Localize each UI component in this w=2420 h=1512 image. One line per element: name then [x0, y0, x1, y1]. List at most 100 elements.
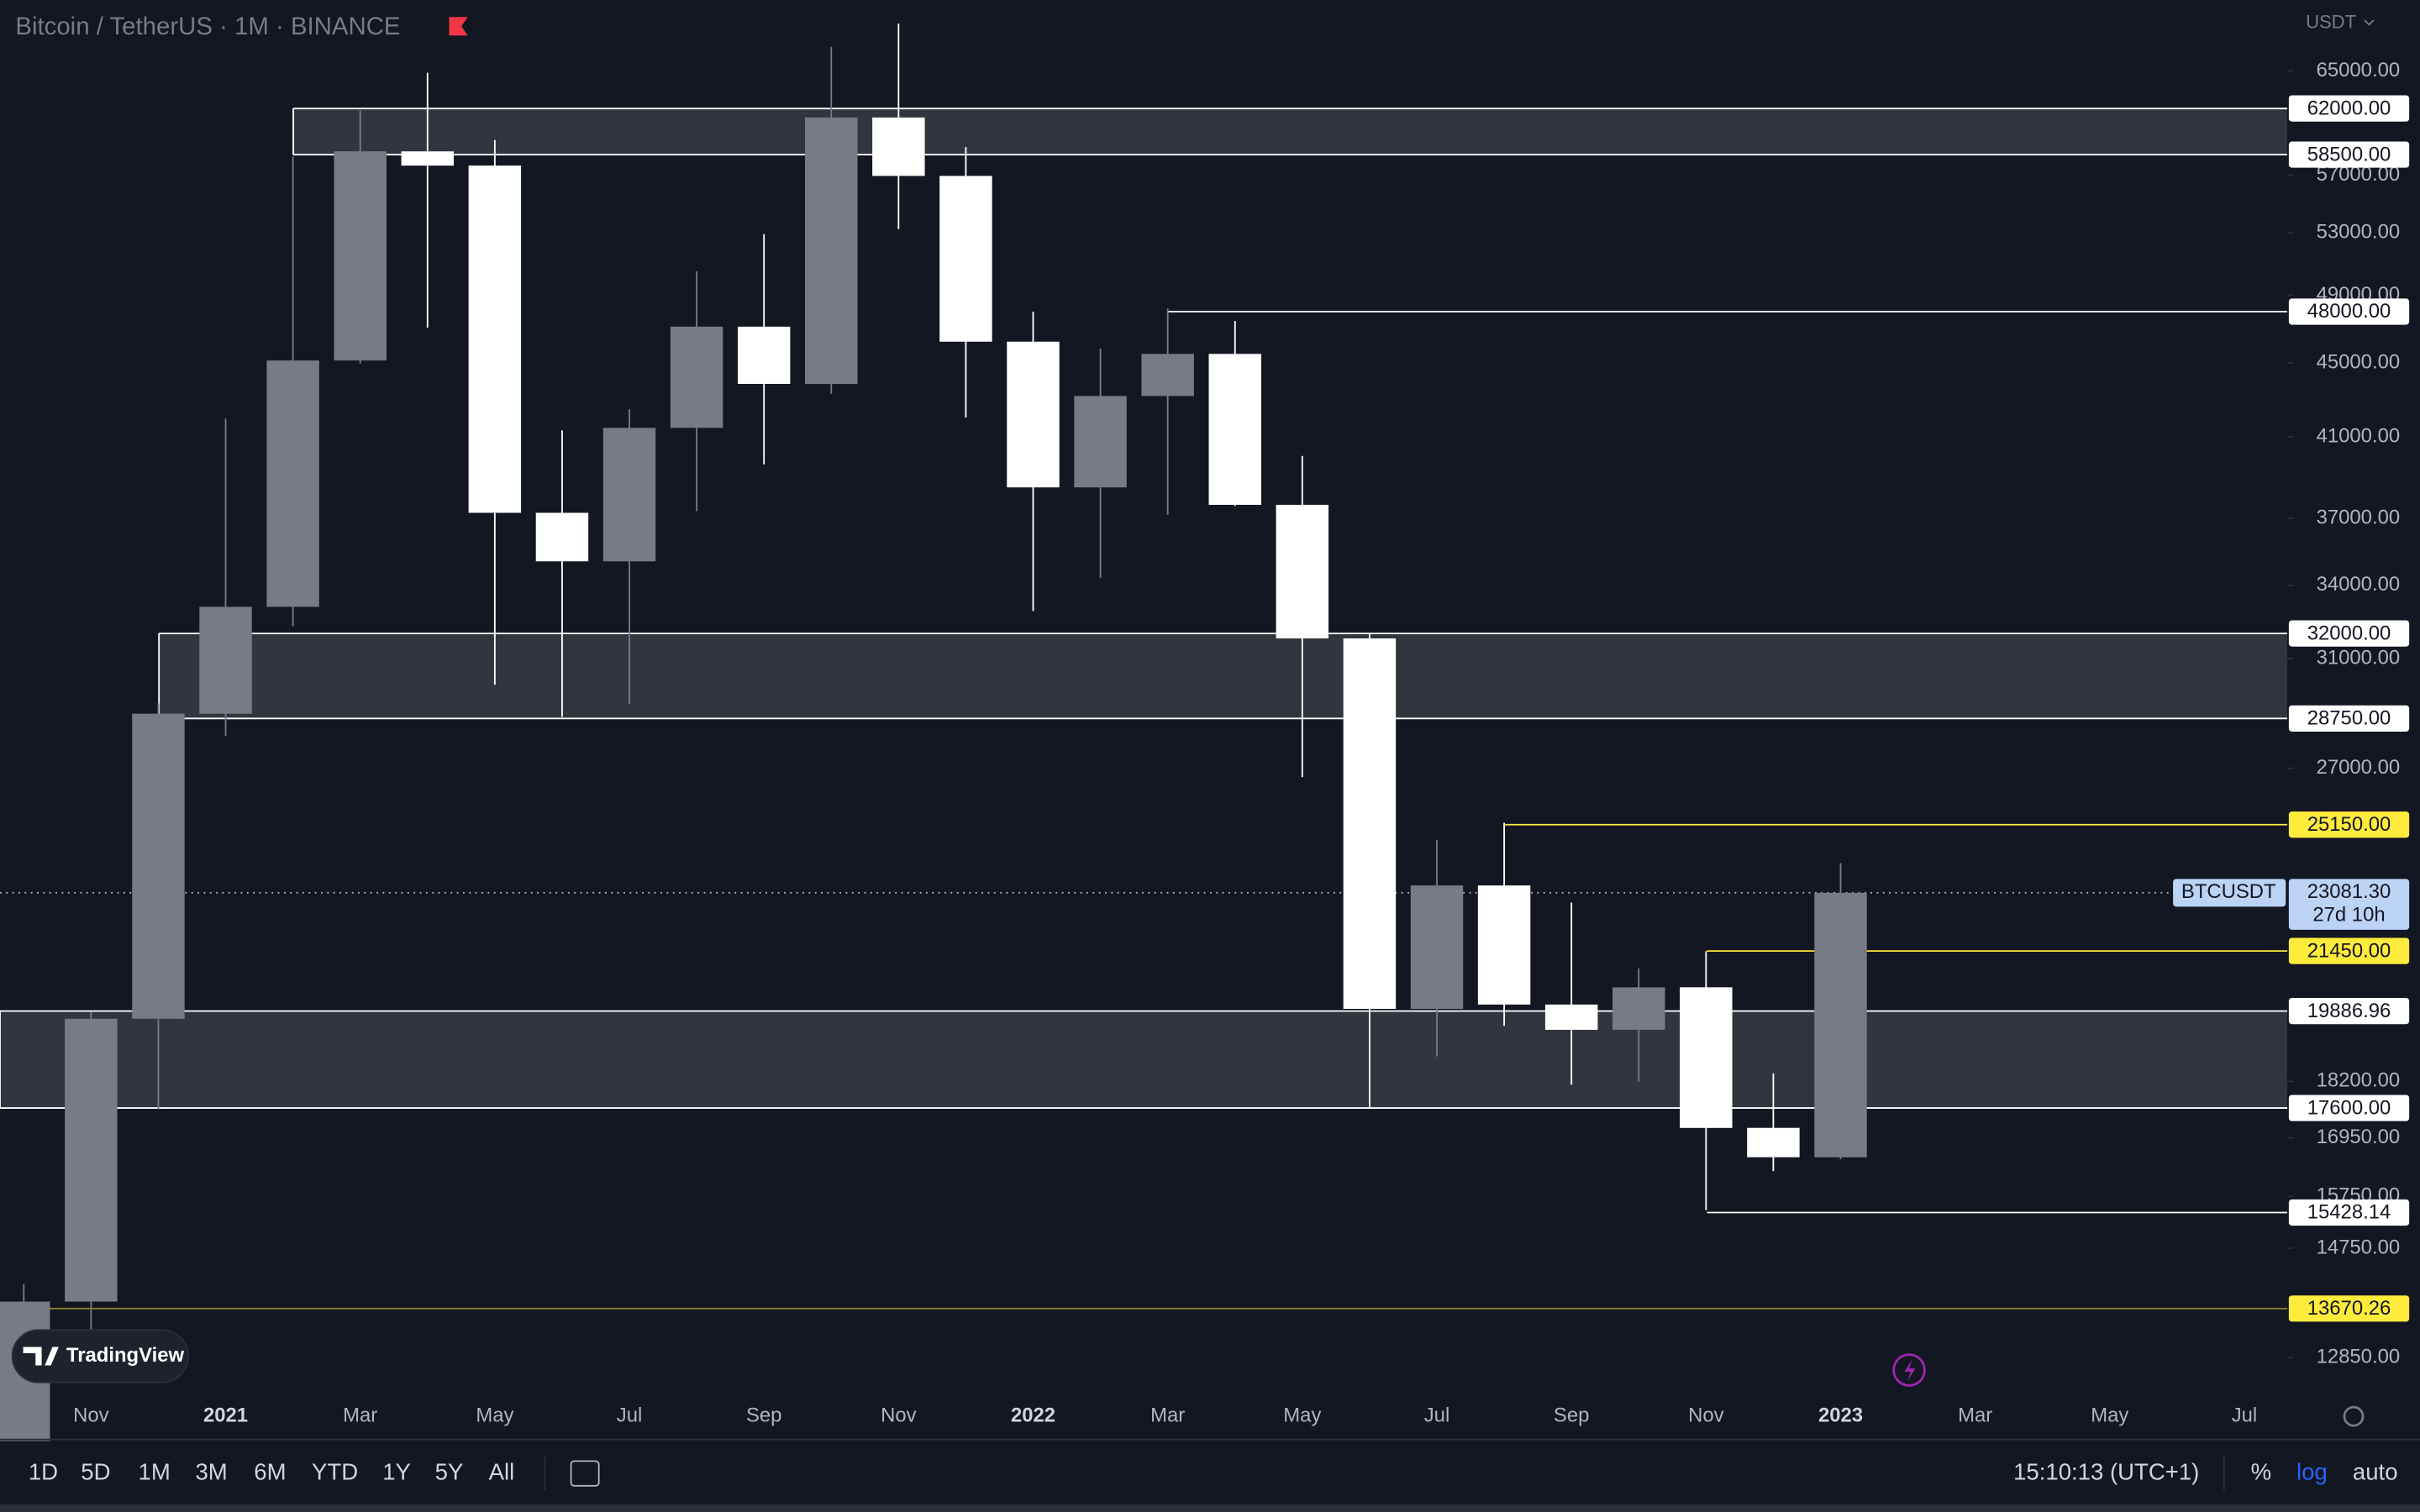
x-tick-label: May [476, 1404, 513, 1426]
candle-body [872, 117, 925, 176]
alert-bolt [1904, 1359, 1916, 1381]
candle-body [670, 326, 723, 428]
x-tick-label: Mar [1150, 1404, 1185, 1426]
x-tick-label: May [1283, 1404, 1321, 1426]
candle-body [1680, 987, 1733, 1128]
last-price-label: 23081.30 [2307, 880, 2391, 903]
settings-icon[interactable] [2343, 1405, 2365, 1427]
price-label-bg [2288, 811, 2410, 838]
currency-caret [2364, 19, 2375, 26]
price-label: 58500.00 [2307, 143, 2391, 165]
scale-option[interactable]: auto [2353, 1458, 2398, 1484]
price-label-bg [2288, 1199, 2410, 1226]
symbol-label: BTCUSDT [2181, 880, 2276, 903]
y-tick-label: 37000.00 [2317, 506, 2401, 528]
x-tick-label: Sep [1554, 1404, 1589, 1426]
range-button[interactable]: 5D [81, 1458, 110, 1484]
x-tick-label: Nov [881, 1404, 917, 1426]
candle-body [266, 360, 319, 607]
candle-body [401, 151, 454, 166]
candle-body [1747, 1127, 1800, 1158]
x-tick-label: Nov [73, 1404, 108, 1426]
candle-body [737, 326, 791, 384]
range-button[interactable]: 3M [195, 1458, 227, 1484]
candle-body [805, 117, 858, 385]
range-button[interactable]: 5Y [435, 1458, 464, 1484]
date-range-icon[interactable] [570, 1460, 600, 1487]
scale-option[interactable]: % [2251, 1458, 2272, 1484]
price-label-bg [2288, 705, 2410, 732]
x-tick-label: 2022 [1011, 1404, 1055, 1426]
y-tick-label: 18200.00 [2317, 1069, 2401, 1092]
toolbar [0, 1441, 2420, 1512]
y-tick-label: 41000.00 [2317, 424, 2401, 447]
price-label-bg [2288, 620, 2410, 647]
symbol-label-bg [2173, 879, 2286, 907]
y-tick-label: 27000.00 [2317, 756, 2401, 779]
candle-body [939, 176, 992, 342]
y-tick-label: 14750.00 [2317, 1236, 2401, 1258]
x-tick-label: Sep [746, 1404, 781, 1426]
candle-body [1544, 1004, 1598, 1030]
price-label-bg [2288, 998, 2410, 1025]
candle-body [1276, 504, 1329, 639]
flag-icon[interactable] [449, 17, 468, 36]
x-tick-label: Jul [617, 1404, 643, 1426]
x-tick-label: Mar [343, 1404, 377, 1426]
zones [0, 108, 2288, 1310]
price-label-bg [2288, 141, 2410, 168]
level-labels: 62000.00 58500.00 32000.00 28750.00 19886.96… [2173, 95, 2410, 1322]
price-label: 25150.00 [2307, 813, 2391, 836]
range-button[interactable]: 1M [139, 1458, 171, 1484]
price-label: 21450.00 [2307, 939, 2391, 962]
y-tick-label: 65000.00 [2317, 59, 2401, 81]
y-tick-label: 31000.00 [2317, 646, 2401, 669]
x-tick-label: 2023 [1818, 1404, 1863, 1426]
x-tick-label: Jul [2232, 1404, 2258, 1426]
last-price-bg [2288, 879, 2410, 930]
countdown: 27d 10h [2312, 904, 2385, 927]
price-label: 15428.14 [2307, 1201, 2391, 1224]
price-label-bg [2288, 1295, 2410, 1322]
logo-text: TradingView [66, 1344, 185, 1367]
scale-option[interactable]: log [2296, 1458, 2328, 1484]
price-label: 48000.00 [2307, 300, 2391, 323]
candle-body [602, 428, 656, 562]
price-label: 28750.00 [2307, 707, 2391, 730]
candle-body [1477, 885, 1531, 1005]
price-label-bg [2288, 298, 2410, 325]
range-button[interactable]: YTD [312, 1458, 358, 1484]
candle-body [132, 713, 185, 1019]
price-label-bg [2288, 937, 2410, 964]
bottom-bar [0, 1504, 2420, 1512]
price-label: 32000.00 [2307, 622, 2391, 644]
candle-body [1007, 341, 1060, 488]
y-tick-label: 45000.00 [2317, 350, 2401, 373]
y-tick-label: 12850.00 [2317, 1346, 2401, 1368]
candle-body [535, 512, 589, 562]
clock[interactable]: 15:10:13 (UTC+1) [2013, 1458, 2199, 1484]
price-label-bg [2288, 1095, 2410, 1121]
x-tick-label: May [2091, 1404, 2128, 1426]
x-tick-label: Jul [1424, 1404, 1449, 1426]
candle-body [1612, 987, 1665, 1030]
range-button[interactable]: 1D [29, 1458, 58, 1484]
candle-body [65, 1018, 118, 1302]
candle-body [1410, 885, 1464, 1010]
range-button[interactable]: 6M [254, 1458, 286, 1484]
candles [0, 24, 1867, 1512]
zone [292, 108, 2288, 155]
currency[interactable]: USDT [2306, 11, 2356, 32]
alert-icon[interactable] [1892, 1353, 1926, 1387]
y-tick-label: 16950.00 [2317, 1126, 2401, 1148]
candle-body [1074, 396, 1127, 488]
candle-body [1208, 354, 1261, 505]
x-tick-label: 2021 [203, 1404, 248, 1426]
price-label-bg [2288, 95, 2410, 122]
price-label: 13670.26 [2307, 1297, 2391, 1320]
logo-badge[interactable] [11, 1329, 189, 1383]
range-button[interactable]: All [489, 1458, 515, 1484]
range-button[interactable]: 1Y [382, 1458, 411, 1484]
